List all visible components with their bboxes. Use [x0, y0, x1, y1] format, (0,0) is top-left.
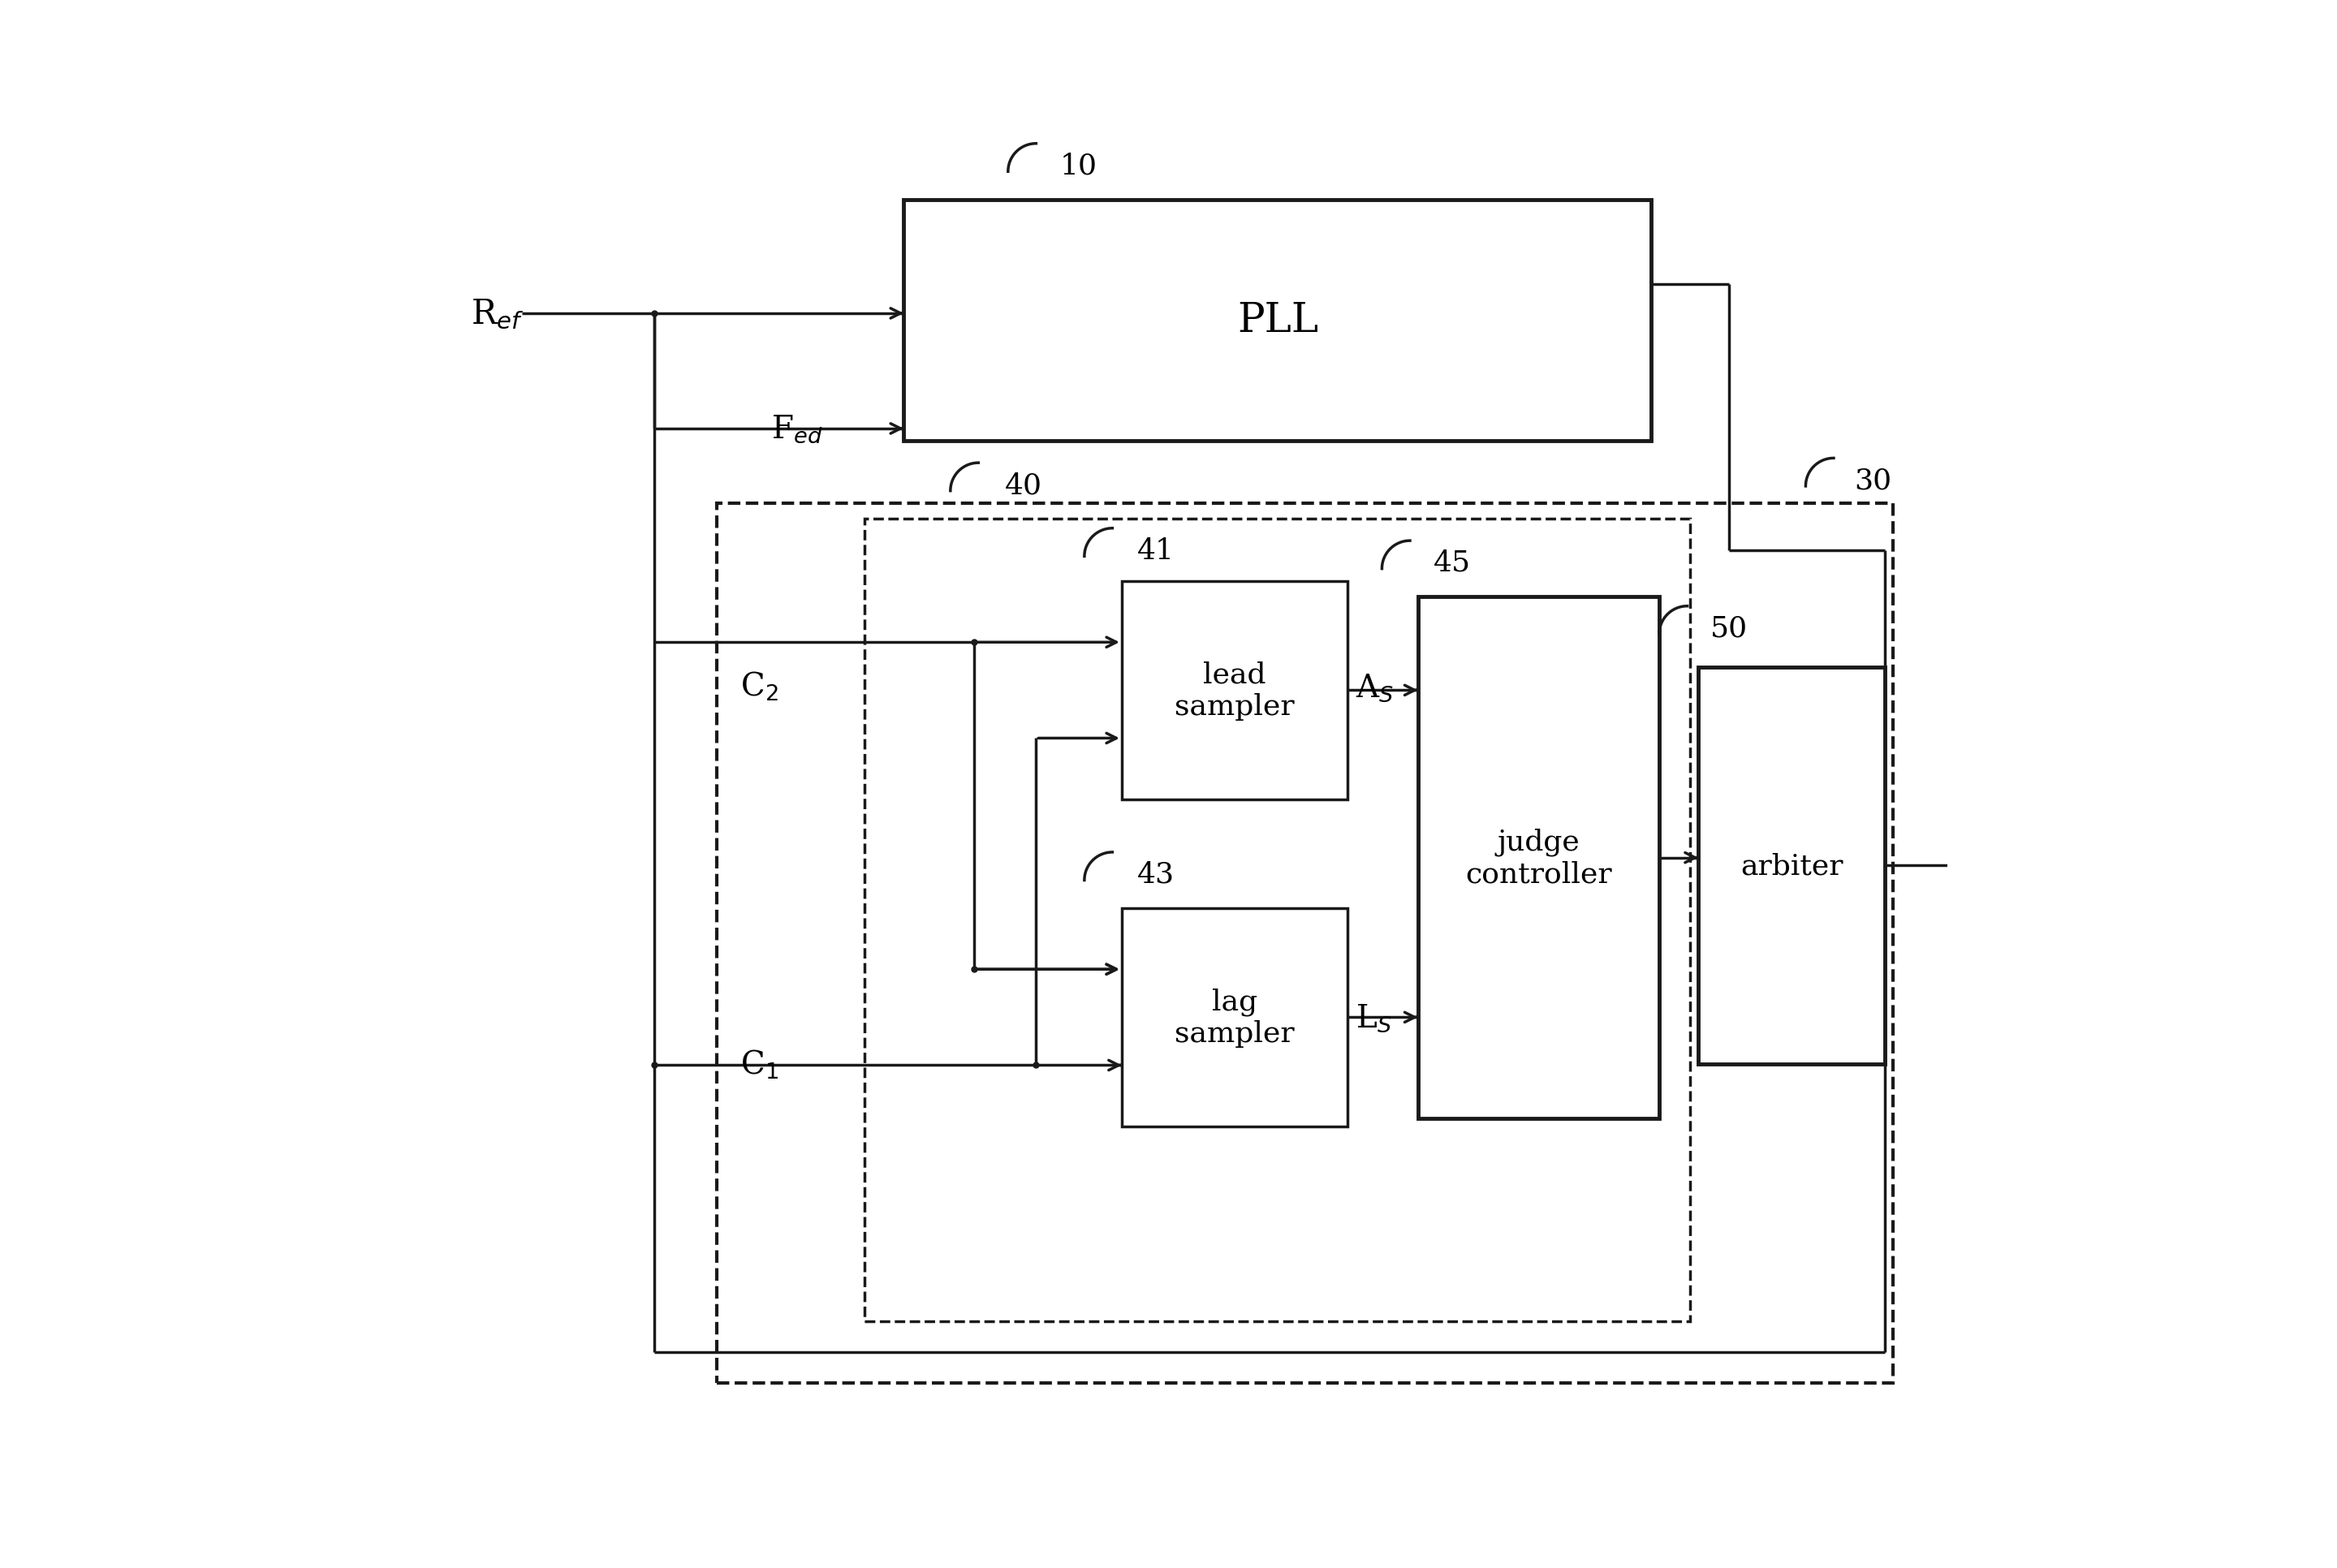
FancyBboxPatch shape	[1699, 668, 1886, 1065]
Text: arbiter: arbiter	[1741, 851, 1844, 880]
Text: 30: 30	[1853, 467, 1891, 494]
Text: 40: 40	[1005, 472, 1042, 499]
Text: lag
sampler: lag sampler	[1176, 988, 1295, 1047]
Text: F$_{ed}$: F$_{ed}$	[771, 414, 823, 445]
Text: 43: 43	[1138, 861, 1176, 887]
Text: judge
controller: judge controller	[1465, 828, 1613, 887]
Text: lead
sampler: lead sampler	[1176, 660, 1295, 720]
Text: R$_{ef}$: R$_{ef}$	[470, 296, 523, 331]
FancyBboxPatch shape	[1122, 582, 1348, 800]
Text: A$_{S}$: A$_{S}$	[1355, 671, 1393, 702]
Text: 41: 41	[1138, 536, 1176, 564]
FancyBboxPatch shape	[1122, 908, 1348, 1126]
FancyBboxPatch shape	[1419, 597, 1659, 1118]
FancyBboxPatch shape	[904, 201, 1652, 442]
Text: 10: 10	[1059, 152, 1096, 180]
Text: PLL: PLL	[1236, 301, 1318, 340]
Text: 50: 50	[1711, 615, 1748, 643]
Text: L$_{S}$: L$_{S}$	[1355, 1002, 1391, 1033]
Text: C$_{1}$: C$_{1}$	[741, 1047, 778, 1080]
Text: C$_{2}$: C$_{2}$	[741, 670, 778, 702]
Text: 45: 45	[1433, 549, 1470, 577]
